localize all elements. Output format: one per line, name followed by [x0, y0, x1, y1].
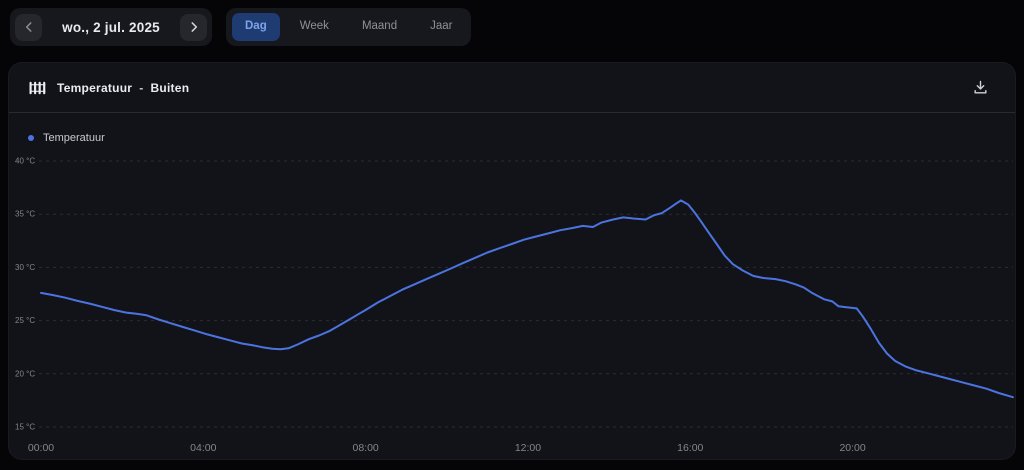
tab-jaar[interactable]: Jaar: [417, 13, 465, 41]
card-header: Temperatuur - Buiten: [9, 63, 1015, 113]
chevron-left-icon: [25, 22, 32, 32]
x-axis-tick-label: 08:00: [352, 442, 378, 454]
date-navigator: wo., 2 jul. 2025: [10, 8, 212, 46]
tab-week[interactable]: Week: [287, 13, 342, 41]
temperature-series-line: [40, 199, 1014, 399]
chart-area: Temperatuur 40 °C 35 °C 30 °C 25 °C 20 °C 15 …: [9, 113, 1015, 459]
y-axis-tick-label: 25 °C: [15, 316, 35, 325]
legend-dot: [28, 135, 34, 141]
radiator-icon: [27, 78, 47, 98]
previous-day-button[interactable]: [15, 13, 42, 41]
temperature-chart-card: Temperatuur - Buiten Temperatuur 40 °C 35…: [8, 62, 1016, 460]
x-axis-tick-label: 12:00: [515, 442, 541, 454]
y-axis-tick-label: 15 °C: [15, 423, 35, 432]
x-axis-tick-label: 00:00: [28, 442, 54, 454]
y-axis-tick-label: 30 °C: [15, 263, 35, 272]
y-axis-tick-label: 20 °C: [15, 369, 35, 378]
download-icon: [974, 80, 987, 94]
x-axis-tick-label: 04:00: [190, 442, 216, 454]
card-title-zone: Buiten: [150, 80, 190, 95]
top-toolbar: wo., 2 jul. 2025 Dag Week Maand Jaar: [0, 0, 1024, 46]
card-title: Temperatuur - Buiten: [57, 81, 189, 95]
chart-legend: Temperatuur: [28, 132, 105, 144]
chevron-right-icon: [190, 22, 197, 32]
next-day-button[interactable]: [180, 13, 207, 41]
x-axis-tick-label: 20:00: [839, 442, 865, 454]
x-axis-tick-label: 16:00: [677, 442, 703, 454]
tab-dag[interactable]: Dag: [232, 13, 280, 41]
period-tabs: Dag Week Maand Jaar: [226, 8, 472, 46]
card-title-sensor: Temperatuur: [57, 80, 133, 95]
legend-label: Temperatuur: [43, 132, 105, 144]
tab-maand[interactable]: Maand: [349, 13, 410, 41]
y-axis-tick-label: 40 °C: [15, 157, 35, 166]
current-date-label: wo., 2 jul. 2025: [62, 19, 160, 35]
card-title-separator: -: [139, 80, 144, 95]
y-axis-tick-label: 35 °C: [15, 210, 35, 219]
temperature-line-chart[interactable]: 40 °C 35 °C 30 °C 25 °C 20 °C 15 °C 00:00 04:00…: [9, 113, 1016, 459]
download-button[interactable]: [970, 77, 991, 98]
